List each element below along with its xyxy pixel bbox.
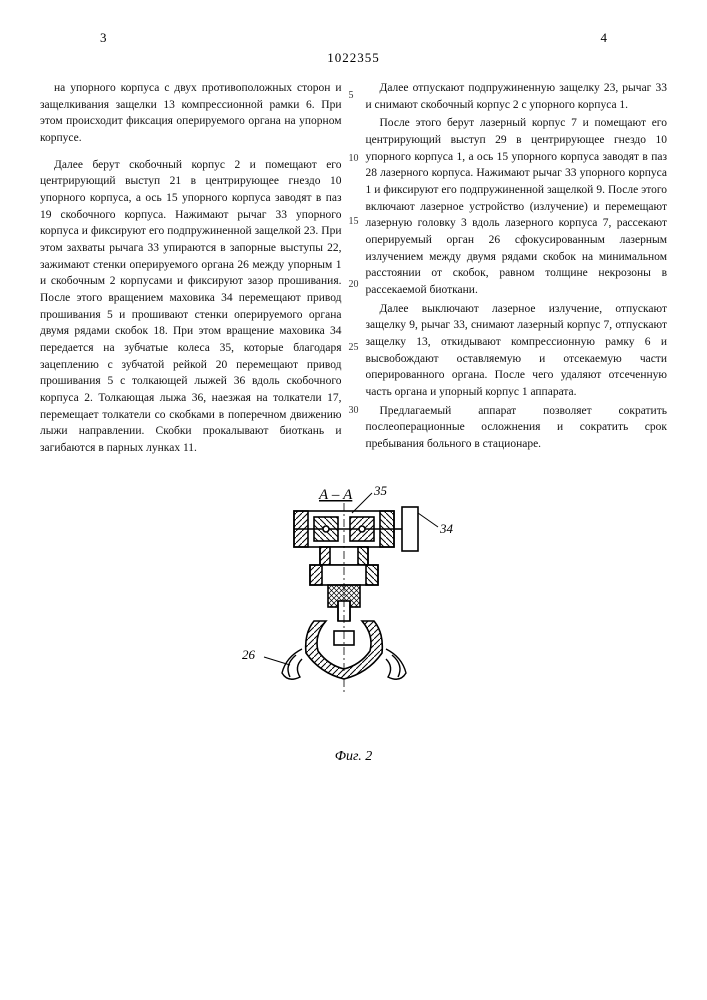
patent-number: 1022355 <box>40 50 667 66</box>
page: 3 4 1022355 5 10 15 20 25 30 на упорного… <box>0 0 707 1000</box>
figure-caption: Фиг. 2 <box>40 749 667 765</box>
line-marker: 10 <box>349 153 359 164</box>
paragraph: Предлагаемый аппарат позволяет сократить… <box>366 403 668 453</box>
line-marker: 20 <box>349 279 359 290</box>
right-column: Далее отпускают подпружиненную защелку 2… <box>366 80 668 459</box>
paragraph: Далее выключают лазерное излучение, отпу… <box>366 301 668 401</box>
line-marker: 25 <box>349 342 359 353</box>
line-marker: 15 <box>349 216 359 227</box>
paragraph: на упорного корпуса с двух противоположн… <box>40 80 342 147</box>
figure-area: А – А 35 <box>40 483 667 765</box>
line-markers: 5 10 15 20 25 30 <box>349 90 359 416</box>
paragraph: После этого берут лазерный корпус 7 и по… <box>366 115 668 298</box>
ref-34: 34 <box>439 521 454 536</box>
ref-26: 26 <box>242 647 256 662</box>
header-row: 3 4 <box>40 30 667 46</box>
paragraph: Далее отпускают подпружиненную защелку 2… <box>366 80 668 113</box>
ref-35: 35 <box>373 483 388 498</box>
line-marker: 30 <box>349 405 359 416</box>
page-num-right: 4 <box>601 30 608 46</box>
line-marker: 5 <box>349 90 359 101</box>
paragraph: Далее берут скобочный корпус 2 и помещаю… <box>40 157 342 457</box>
left-column: на упорного корпуса с двух противоположн… <box>40 80 342 459</box>
figure-2-drawing: А – А 35 <box>224 483 484 743</box>
section-label: А – А <box>318 487 353 503</box>
page-num-left: 3 <box>100 30 107 46</box>
